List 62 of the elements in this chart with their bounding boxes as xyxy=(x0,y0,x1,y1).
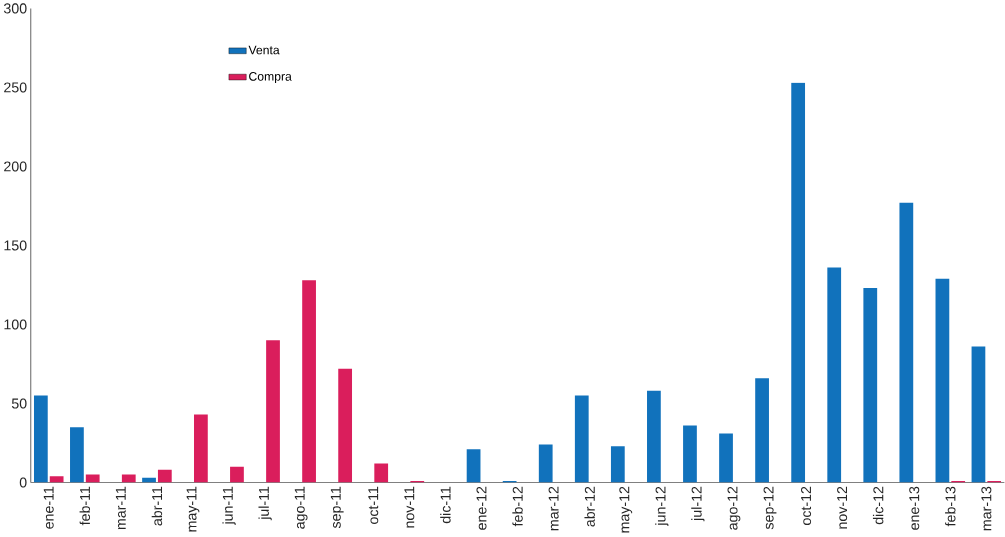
x-tick-label: feb-13 xyxy=(945,486,956,527)
x-tick-label: oct-12 xyxy=(801,486,812,526)
bar xyxy=(863,288,878,483)
y-tick-label: 50 xyxy=(11,398,27,409)
bar xyxy=(574,395,589,483)
bar xyxy=(194,414,208,483)
x-tick-label: jul-12 xyxy=(691,486,705,522)
x-tick-label: jul-11 xyxy=(258,486,272,521)
x-tick-label: ago-12 xyxy=(727,486,741,530)
bar xyxy=(374,463,389,483)
bar xyxy=(683,425,697,483)
x-tick-label: oct-11 xyxy=(368,486,379,525)
bar xyxy=(935,278,950,483)
legend-label: Compra xyxy=(249,72,292,84)
bar xyxy=(121,474,136,483)
x-tick-label: nov-11 xyxy=(404,486,415,528)
bar xyxy=(338,368,353,483)
bar xyxy=(647,390,661,483)
bar xyxy=(157,469,172,483)
bar xyxy=(302,280,316,483)
y-tick-label: 100 xyxy=(4,319,27,330)
y-tick-label: 200 xyxy=(4,161,27,172)
bar xyxy=(230,466,244,483)
x-tick-label: feb-12 xyxy=(512,486,523,527)
bar xyxy=(49,476,64,483)
bar xyxy=(85,474,100,483)
x-tick-label: mar-13 xyxy=(981,486,992,531)
x-tick-label: ene-11 xyxy=(43,486,54,529)
x-tick-label: mar-11 xyxy=(115,486,126,530)
y-tick-label: 300 xyxy=(3,3,27,14)
x-tick-label: jun-11 xyxy=(222,486,236,525)
x-tick-label: ene-12 xyxy=(476,486,487,530)
bar xyxy=(827,267,842,483)
bar xyxy=(610,446,625,483)
bar xyxy=(791,82,806,483)
x-tick-label: sep-11 xyxy=(330,486,344,529)
legend-label: Venta xyxy=(248,45,280,55)
bar xyxy=(266,340,280,483)
x-tick-label: mar-12 xyxy=(548,486,559,531)
x-tick-label: ene-13 xyxy=(909,486,920,530)
x-tick-label: dic-11 xyxy=(440,486,451,524)
x-tick-label: may-11 xyxy=(186,486,200,532)
x-tick-label: abr-11 xyxy=(151,486,163,526)
y-tick-label: 150 xyxy=(4,240,27,251)
bar xyxy=(755,378,769,483)
x-tick-label: dic-12 xyxy=(872,486,884,525)
x-tick-label: may-12 xyxy=(619,486,633,533)
x-tick-label: ago-11 xyxy=(294,486,308,529)
bar xyxy=(466,449,481,483)
bar xyxy=(899,202,914,483)
x-tick-label: abr-12 xyxy=(584,486,595,527)
x-tick-label: jun-12 xyxy=(655,486,669,527)
y-tick-label: 250 xyxy=(4,82,27,93)
bar xyxy=(70,427,84,483)
x-tick-label: feb-11 xyxy=(79,486,91,526)
x-tick-label: sep-12 xyxy=(763,486,777,530)
bar xyxy=(719,433,733,483)
bar xyxy=(538,444,553,483)
y-tick-label: 0 xyxy=(19,477,27,488)
x-tick-label: nov-12 xyxy=(837,486,848,529)
bar xyxy=(33,395,48,483)
bar xyxy=(971,346,986,483)
